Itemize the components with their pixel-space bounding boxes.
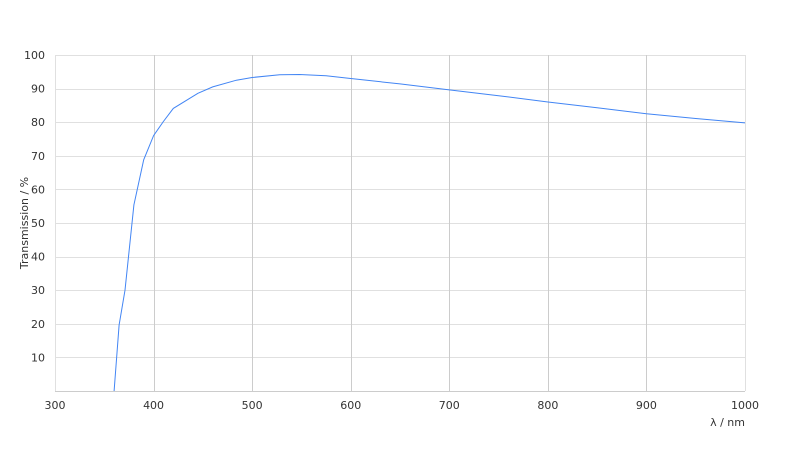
series-layer — [113, 73, 746, 392]
grid — [55, 55, 746, 392]
y-tick-label: 20 — [31, 318, 45, 331]
y-tick-label: 40 — [31, 251, 45, 264]
y-tick-label: 90 — [31, 83, 45, 96]
x-axis-label: λ / nm — [710, 416, 745, 429]
transmission-line — [113, 73, 746, 392]
y-tick-label: 80 — [31, 116, 45, 129]
y-axis-label: Transmission / % — [18, 177, 31, 270]
y-tick-label: 50 — [31, 217, 45, 230]
x-tick-label: 700 — [439, 399, 460, 412]
x-tick-label: 400 — [143, 399, 164, 412]
x-tick-label: 1000 — [731, 399, 759, 412]
y-tick-label: 30 — [31, 284, 45, 297]
x-tick-label: 500 — [242, 399, 263, 412]
x-tick-label: 900 — [636, 399, 657, 412]
tick-labels: 10 20 30 40 50 60 70 80 90 100 300 400 500 600 700 800 9… — [24, 49, 759, 412]
x-tick-label: 600 — [340, 399, 361, 412]
y-tick-label: 100 — [24, 49, 45, 62]
y-tick-label: 60 — [31, 183, 45, 196]
y-tick-label: 10 — [31, 351, 45, 364]
x-tick-label: 300 — [45, 399, 66, 412]
x-tick-label: 800 — [537, 399, 558, 412]
y-tick-label: 70 — [31, 150, 45, 163]
